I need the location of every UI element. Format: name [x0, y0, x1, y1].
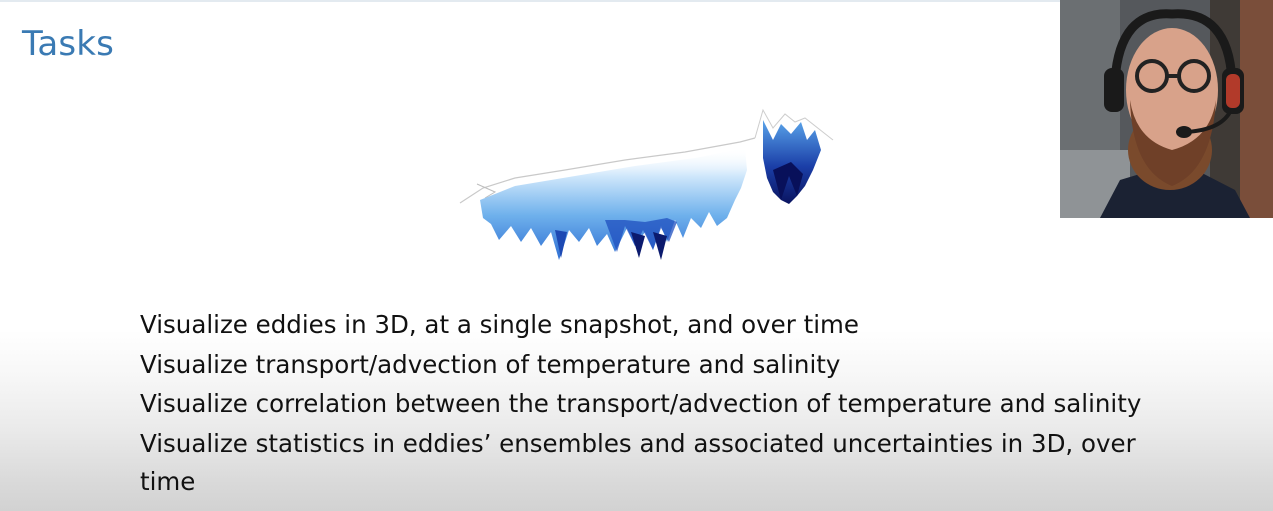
top-divider	[0, 0, 1273, 2]
task-item-statistics-continuation: time	[140, 467, 196, 496]
presenter-video-icon	[1060, 0, 1273, 218]
presenter-webcam	[1060, 0, 1273, 218]
task-item-transport: Visualize transport/advection of tempera…	[140, 349, 841, 379]
ocean-eddies-3d-figure	[459, 108, 834, 260]
task-list: Visualize eddies in 3D, at a single snap…	[140, 305, 1200, 502]
task-item-correlation: Visualize correlation between the transp…	[140, 389, 1142, 418]
task-item-statistics: Visualize statistics in eddies’ ensemble…	[140, 428, 1136, 458]
task-item-eddies-3d: Visualize eddies in 3D, at a single snap…	[140, 310, 859, 339]
slide-title: Tasks	[22, 24, 115, 64]
